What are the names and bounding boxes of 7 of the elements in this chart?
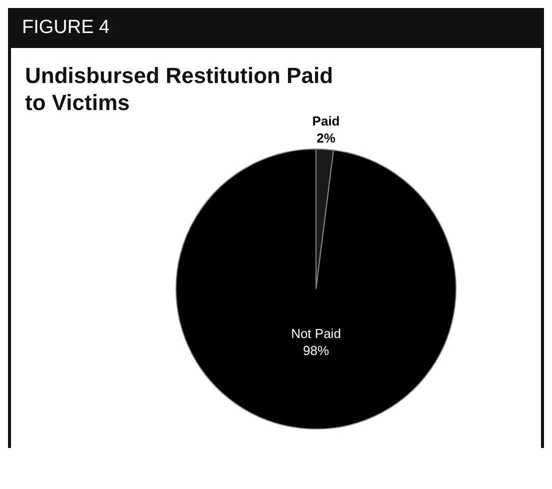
slice-label: Paid [312, 113, 340, 128]
chart-title: Undisbursed Restitution Paid to Victims [25, 63, 334, 115]
slice-label: Not Paid [291, 326, 341, 341]
caption: FIGURE 4 [22, 17, 110, 39]
data-label: 2% [316, 130, 336, 146]
pie-slice [176, 148, 456, 430]
data-label: 98% [302, 343, 330, 358]
